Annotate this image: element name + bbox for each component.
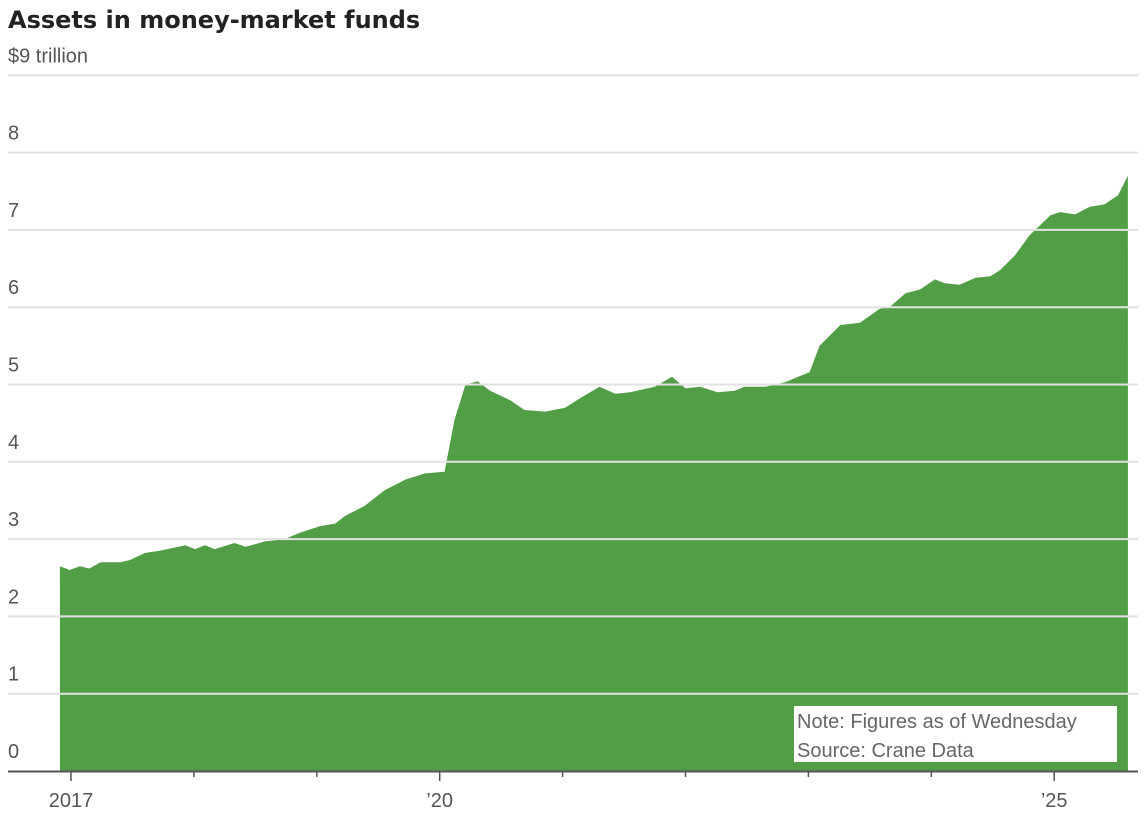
y-tick-label: 8 (8, 123, 19, 145)
y-tick-label: 2 (8, 586, 19, 608)
note-box: Note: Figures as of Wednesday Source: Cr… (794, 706, 1117, 762)
y-tick-label: 6 (8, 277, 19, 299)
y-tick-label: 0 (8, 741, 19, 763)
area-series (59, 175, 1128, 772)
y-tick-label: 7 (8, 200, 19, 222)
y-tick-label: 4 (8, 432, 19, 454)
x-tick-label: ’25 (1041, 790, 1068, 812)
chart-title: Assets in money-market funds (8, 6, 420, 34)
x-tick-label: ’20 (426, 790, 453, 812)
y-tick-label: 3 (8, 509, 19, 531)
x-tick-label: 2017 (49, 790, 94, 812)
y-tick-label: 5 (8, 355, 19, 377)
y-tick-label: $9 trillion (8, 45, 88, 67)
y-tick-label: 1 (8, 664, 19, 686)
source-text: Source: Crane Data (797, 740, 975, 762)
note-text: Note: Figures as of Wednesday (797, 711, 1077, 733)
